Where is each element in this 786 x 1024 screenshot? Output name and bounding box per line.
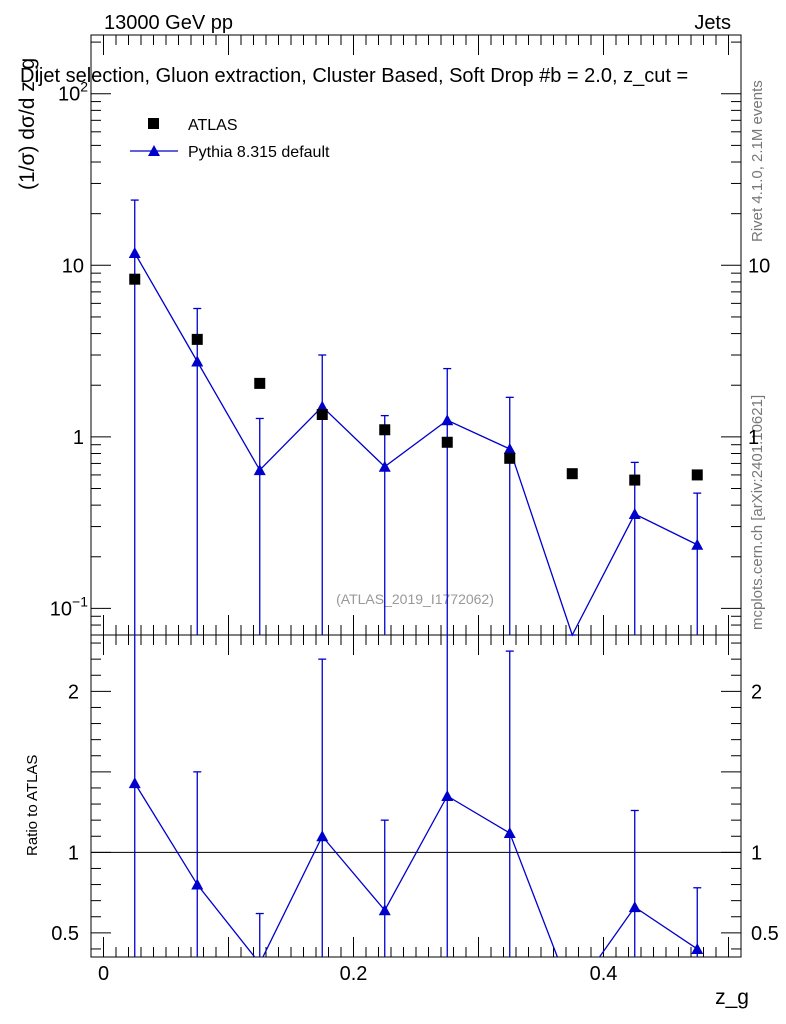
x-axis-tick-labels: 0 0.2 0.4 (98, 963, 617, 985)
legend-pythia-label: Pythia 8.315 default (188, 144, 330, 161)
pythia-point (503, 442, 516, 454)
ratio-y-tick-label-left: 0.5 (51, 923, 79, 945)
main-y-tick-label-exponent: −1 (72, 593, 88, 609)
atlas-point (441, 436, 453, 448)
analysis-watermark: (ATLAS_2019_I1772062) (336, 591, 494, 607)
main-axis-ticks (91, 35, 741, 636)
ratio-point (503, 827, 516, 839)
ratio-y-tick-label-right: 1 (751, 842, 762, 864)
main-y-tick-label-base: 10 (50, 598, 72, 620)
pythia-point (253, 464, 266, 476)
main-y-tick-label-right: 1 (748, 427, 759, 449)
ratio-point (691, 942, 704, 954)
ratio-y-axis-label: Ratio to ATLAS (24, 755, 41, 856)
ratio-point (628, 901, 641, 913)
main-y-tick-label: 10−1 (50, 593, 88, 620)
ratio-y-tick-label-right: 2 (751, 681, 762, 703)
main-y-tick-label: 10 (62, 255, 84, 277)
energy-label: 13000 GeV pp (104, 12, 233, 34)
main-y-tick-label-base: 10 (58, 84, 80, 106)
selection-label: Dijet selection, Gluon extraction, Clust… (20, 65, 688, 87)
ratio-y-tick-label-left: 1 (68, 842, 79, 864)
ratio-line (134, 782, 698, 957)
pythia-point (316, 400, 329, 412)
ratio-y-tick-label-right: 0.5 (751, 923, 779, 945)
ratio-axis-tick-labels: 0.5 0.5 1 1 2 2 (51, 681, 779, 945)
legend-pythia-marker (148, 145, 160, 156)
atlas-point (629, 474, 641, 486)
main-y-tick-label-exponent: 2 (80, 79, 88, 95)
atlas-point (254, 377, 266, 389)
atlas-point (129, 273, 141, 285)
x-tick-label: 0.4 (590, 963, 618, 985)
legend-atlas-label: ATLAS (188, 117, 238, 134)
pythia-point (628, 508, 641, 520)
main-y-axis-label-text: (1/σ) dσ/d z_g (16, 58, 39, 190)
main-y-tick-label-right: 10 (748, 255, 770, 277)
ratio-point (316, 830, 329, 842)
ratio-axis-ticks (91, 635, 741, 957)
atlas-point (691, 469, 703, 481)
x-axis-label: z_g (715, 986, 749, 1009)
main-y-axis-label: (1/σ) dσ/d z_g (16, 58, 39, 190)
ratio-point (378, 904, 391, 916)
x-tick-label: 0 (98, 963, 109, 985)
pythia-point (191, 355, 204, 367)
pythia-point (441, 414, 454, 426)
mcplots-label: mcplots.cern.ch [arXiv:2401.10621] (749, 395, 766, 630)
atlas-point (566, 468, 578, 480)
ratio-data-layer (91, 635, 741, 957)
atlas-point (379, 424, 391, 436)
ratio-point (191, 878, 204, 890)
atlas-point (316, 409, 328, 421)
pythia-point (378, 460, 391, 472)
rivet-label: Rivet 4.1.0, 2.1M events (749, 80, 766, 242)
atlas-point (504, 452, 516, 464)
ratio-point (128, 777, 141, 789)
x-tick-label: 0.2 (340, 963, 368, 985)
category-label: Jets (694, 12, 731, 34)
legend: ATLAS Pythia 8.315 default (130, 117, 330, 161)
main-y-tick-label: 1 (73, 427, 84, 449)
legend-atlas-marker (148, 118, 159, 129)
main-data-layer (128, 199, 704, 637)
pythia-point (691, 538, 704, 550)
ratio-y-tick-label-left: 2 (68, 681, 79, 703)
main-y-tick-label: 102 (58, 79, 88, 106)
atlas-point (191, 333, 203, 345)
pythia-line (134, 252, 698, 637)
ratio-panel-frame (90, 634, 742, 958)
ratio-point (441, 790, 454, 801)
pythia-point (128, 246, 141, 258)
